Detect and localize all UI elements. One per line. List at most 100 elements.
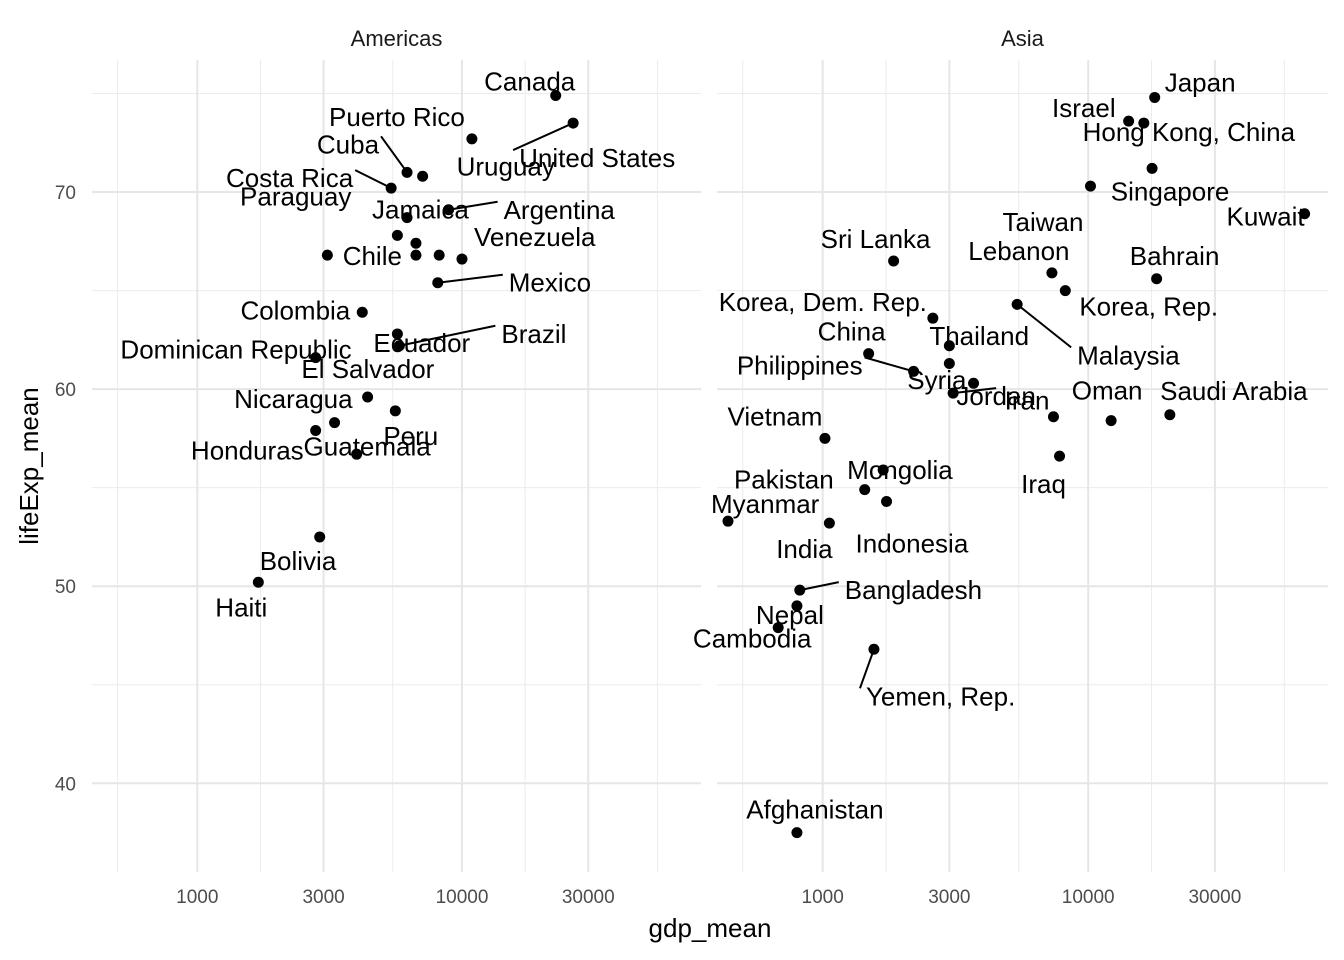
point-syria	[968, 377, 980, 389]
point-jamaica	[401, 212, 413, 224]
label-puerto-rico: Puerto Rico	[329, 102, 465, 132]
label-nepal: Nepal	[756, 600, 824, 630]
point-taiwan	[1084, 180, 1096, 192]
point-china	[863, 348, 875, 360]
label-iraq: Iraq	[1021, 469, 1066, 499]
point-honduras	[310, 425, 322, 437]
label-iran: Iran	[1005, 386, 1050, 416]
leader-line	[859, 648, 875, 689]
label-korea-rep: Korea, Rep.	[1079, 292, 1218, 322]
label-canada: Canada	[484, 66, 576, 96]
x-tick-label: 10000	[436, 887, 489, 908]
label-guatemala: Guatemala	[304, 432, 432, 462]
leader-line	[864, 356, 914, 373]
leader-line	[399, 324, 496, 347]
point-mongolia	[877, 464, 889, 476]
point-vietnam	[819, 432, 831, 444]
leader-line	[437, 273, 503, 284]
label-vietnam: Vietnam	[727, 401, 822, 431]
label-argentina: Argentina	[504, 195, 616, 225]
label-china: China	[818, 317, 886, 347]
label-india: India	[776, 534, 833, 564]
point-indonesia	[881, 495, 893, 507]
label-sri-lanka: Sri Lanka	[821, 224, 931, 254]
x-tick-label: 3000	[928, 887, 970, 908]
x-tick-label: 30000	[1188, 887, 1241, 908]
point-japan	[1149, 91, 1161, 103]
label-taiwan: Taiwan	[1003, 207, 1084, 237]
point-oman	[1105, 415, 1117, 427]
point-singapore	[1146, 162, 1158, 174]
label-thailand: Thailand	[929, 321, 1029, 351]
point-iran	[1047, 411, 1059, 423]
leader-line	[799, 581, 839, 592]
point-israel	[1123, 115, 1135, 127]
label-costa-rica: Costa Rica	[226, 163, 354, 193]
point-myanmar	[722, 515, 734, 527]
point-haiti	[252, 576, 264, 588]
point-iraq	[1054, 450, 1066, 462]
label-kuwait: Kuwait	[1227, 202, 1306, 232]
label-cambodia: Cambodia	[693, 624, 812, 654]
x-tick-label: 30000	[562, 887, 615, 908]
label-syria: Syria	[907, 365, 967, 395]
label-saudi-arabia: Saudi Arabia	[1160, 376, 1308, 406]
leader-line	[953, 387, 997, 395]
point-afghanistan	[791, 827, 803, 839]
point-guatemala-point-2	[351, 448, 363, 460]
point-bahrain	[1151, 273, 1163, 285]
label-lebanon: Lebanon	[968, 236, 1069, 266]
label-pakistan: Pakistan	[734, 465, 834, 495]
point-bolivia	[314, 531, 326, 543]
label-bolivia: Bolivia	[260, 546, 337, 576]
point-kuwait	[1299, 208, 1311, 220]
point-lebanon	[1046, 267, 1058, 279]
y-tick-label: 40	[55, 774, 76, 795]
label-yemen-rep: Yemen, Rep.	[866, 681, 1015, 711]
y-tick-label: 70	[55, 183, 76, 204]
label-dominican-republic: Dominican Republic	[120, 335, 351, 365]
label-chile: Chile	[343, 241, 402, 271]
x-tick-label: 1000	[176, 887, 218, 908]
x-tick-label: 10000	[1062, 887, 1115, 908]
point-guatemala	[329, 417, 341, 429]
label-colombia: Colombia	[240, 295, 350, 325]
label-myanmar: Myanmar	[711, 489, 820, 519]
point-paraguay	[391, 229, 403, 241]
facet-title: Americas	[351, 26, 443, 51]
label-united-states: United States	[519, 143, 675, 173]
x-tick-label: 3000	[302, 887, 344, 908]
label-bangladesh: Bangladesh	[845, 575, 982, 605]
leader-line	[1016, 303, 1072, 349]
point-colombia	[356, 306, 368, 318]
point-nicaragua	[362, 391, 374, 403]
point-uruguay	[417, 170, 429, 182]
y-axis-title: lifeExp_mean	[14, 387, 44, 545]
label-venezuela: Venezuela	[474, 222, 596, 252]
label-jordan: Jordan	[956, 381, 1036, 411]
label-bahrain: Bahrain	[1130, 241, 1220, 271]
point-dominican-republic	[310, 352, 322, 364]
point-chile	[410, 249, 422, 261]
point-thailand	[943, 340, 955, 352]
point-trinidad-and-tobago	[433, 249, 445, 261]
leader-line	[512, 122, 574, 151]
point-korea-dem-rep	[927, 312, 939, 324]
label-japan: Japan	[1165, 67, 1236, 97]
leader-line	[354, 169, 392, 190]
x-axis-title: gdp_mean	[649, 913, 772, 943]
label-mexico: Mexico	[509, 268, 591, 298]
label-paraguay: Paraguay	[240, 181, 351, 211]
label-ecuador: Ecuador	[373, 328, 470, 358]
point-india	[823, 517, 835, 529]
label-cuba: Cuba	[317, 129, 380, 159]
point-sri-lanka	[888, 255, 900, 267]
label-haiti: Haiti	[215, 592, 267, 622]
point-peru	[389, 405, 401, 417]
label-philippines: Philippines	[737, 350, 863, 380]
point-canada	[550, 89, 562, 101]
label-israel: Israel	[1052, 93, 1116, 123]
label-el-salvador: El Salvador	[301, 354, 434, 384]
label-indonesia: Indonesia	[856, 528, 969, 558]
